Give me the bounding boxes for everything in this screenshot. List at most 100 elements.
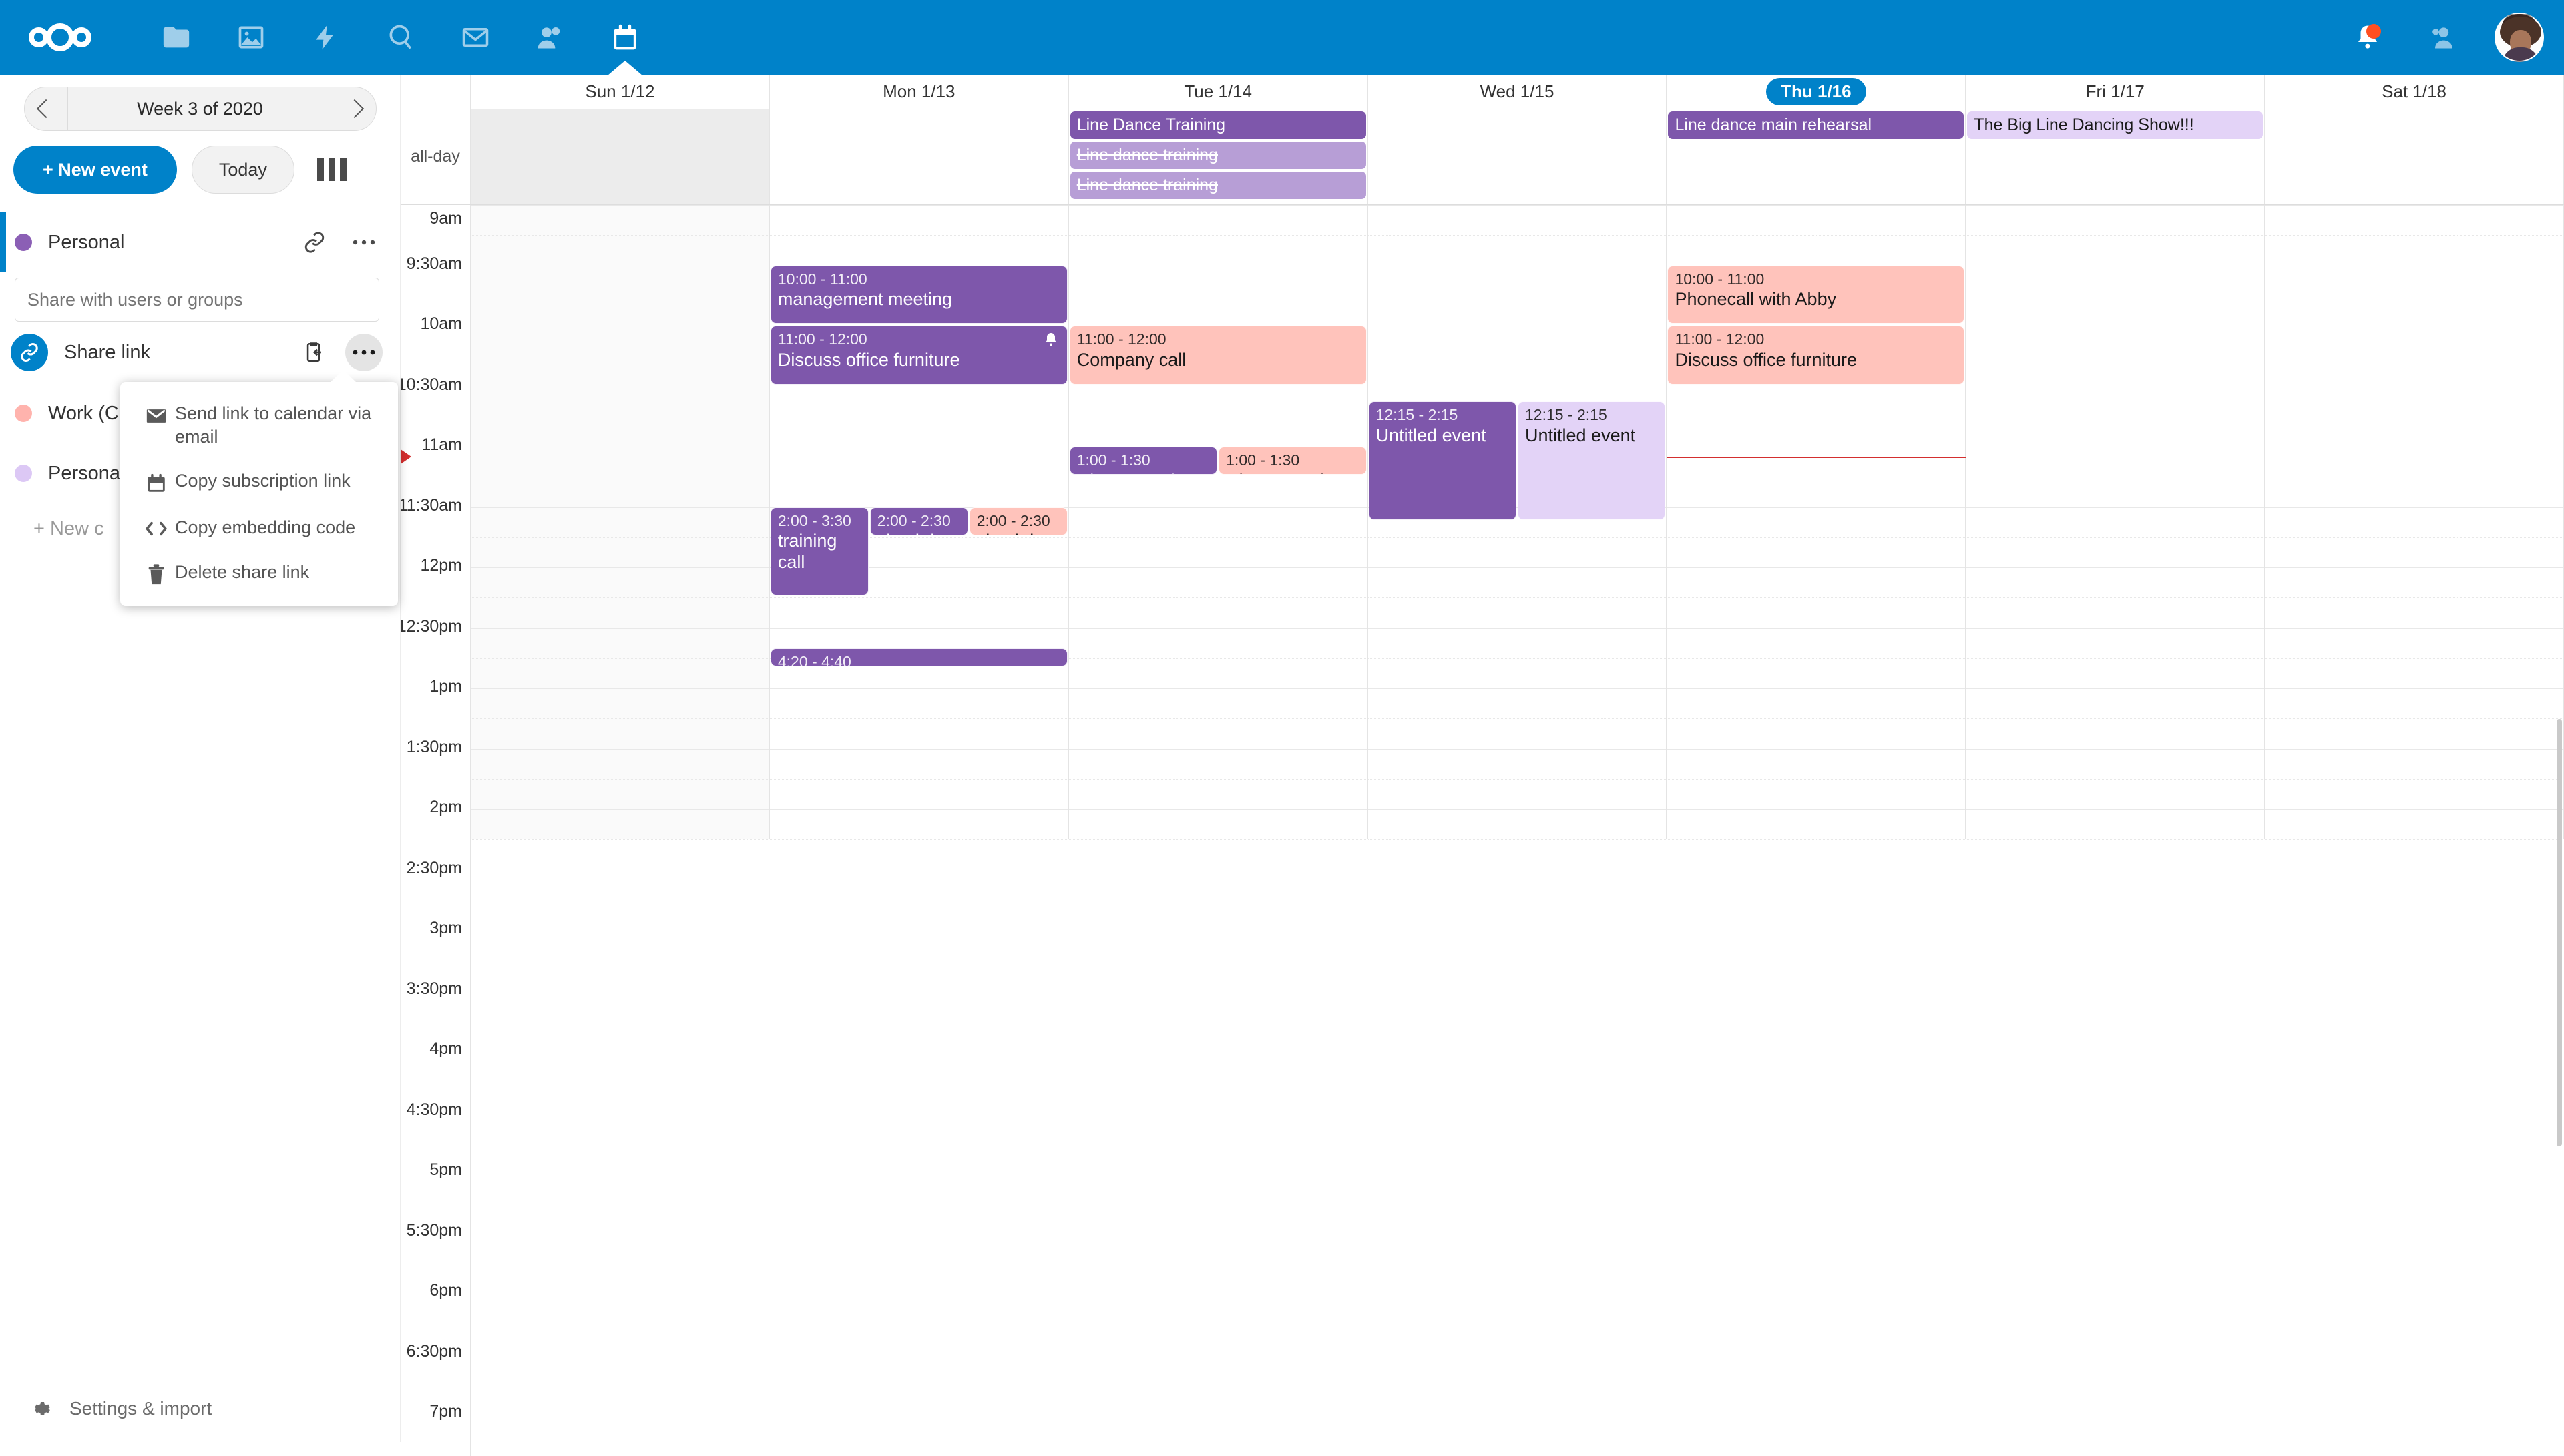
calendar-event[interactable]: 12:15 - 2:15 Untitled event	[1368, 401, 1516, 521]
time-gutter: 9am 9:30am 10am 10:30am 11am 11:30am 12pm 12:30…	[401, 205, 471, 1456]
day-header-6[interactable]: Sat 1/18	[2265, 75, 2564, 109]
menu-item-delete-share-link[interactable]: Delete share link	[120, 550, 398, 597]
current-week-label[interactable]: Week 3 of 2020	[67, 87, 333, 130]
all-day-row: all-day Line Dance Training Line dance tr…	[401, 109, 2564, 205]
all-day-cell-3[interactable]	[1368, 109, 1667, 204]
time-slot: 6pm	[401, 1281, 471, 1353]
new-event-button[interactable]: + New event	[13, 146, 177, 194]
nextcloud-logo-icon[interactable]	[25, 17, 95, 57]
grid-line	[1667, 597, 1966, 599]
today-button[interactable]: Today	[191, 146, 294, 194]
new-calendar-button[interactable]: + New c	[0, 503, 400, 554]
all-day-event[interactable]: Line dance main rehearsal	[1668, 111, 1964, 139]
day-header-1[interactable]: Mon 1/13	[770, 75, 1069, 109]
share-with-users-input[interactable]	[15, 278, 379, 322]
copy-link-icon[interactable]	[296, 334, 333, 371]
all-day-cell-4[interactable]: Line dance main rehearsal	[1667, 109, 1966, 204]
menu-item-send-link-email[interactable]: Send link to calendar via email	[120, 391, 398, 459]
week-view-icon[interactable]	[316, 158, 347, 181]
sidebar-item-personal-2[interactable]: Persona	[0, 443, 400, 503]
day-column-6[interactable]	[2265, 205, 2564, 840]
grid-line	[1367, 597, 1667, 599]
user-avatar[interactable]	[2495, 13, 2544, 62]
all-day-cell-1[interactable]	[770, 109, 1069, 204]
event-title: Company call	[1076, 349, 1187, 370]
share-link-icon[interactable]	[296, 224, 333, 261]
calendar-event[interactable]: 11:00 - 12:00 Discuss office furniture	[1667, 326, 1965, 385]
calendar-event[interactable]: 1:00 - 1:30Discuss project announcement	[1069, 447, 1218, 475]
menu-item-label: Copy subscription link	[175, 471, 351, 491]
time-label: 12pm	[416, 556, 462, 575]
contacts-menu-icon[interactable]	[2405, 0, 2480, 75]
calendar-event[interactable]: 10:00 - 11:00 management meeting	[770, 265, 1068, 324]
grid-line	[769, 205, 1068, 206]
calendar-event[interactable]: 12:15 - 2:15 Untitled event	[1518, 401, 1666, 521]
grid-line	[471, 597, 769, 599]
time-slot: 6:30pm	[401, 1341, 471, 1413]
all-day-event[interactable]: Line dance training	[1070, 172, 1366, 199]
calendar-actions-menu-button[interactable]	[345, 224, 383, 261]
menu-item-copy-embedding-code[interactable]: Copy embedding code	[120, 505, 398, 550]
all-day-cell-0[interactable]	[471, 109, 770, 204]
day-column-4[interactable]: 10:00 - 11:00 Phonecall with Abby 11:00 - …	[1667, 205, 1966, 840]
day-header-4[interactable]: Thu 1/16	[1667, 75, 1966, 109]
calendar-event[interactable]: 11:00 - 12:00 Discuss office furniture	[770, 326, 1068, 385]
photos-icon[interactable]	[214, 0, 288, 75]
grid-line	[1966, 718, 2265, 720]
time-grid-scroll-area[interactable]: 9am 9:30am 10am 10:30am 11am 11:30am 12pm 12:30…	[401, 205, 2564, 1456]
all-day-label: all-day	[401, 109, 471, 204]
all-day-cell-6[interactable]	[2265, 109, 2564, 204]
event-time: 2:00 - 2:30	[877, 511, 951, 529]
grid-line	[1367, 567, 1667, 568]
new-calendar-label: + New c	[33, 517, 104, 539]
day-column-3[interactable]: 12:15 - 2:15 Untitled event 12:15 - 2:15 Un…	[1367, 205, 1667, 840]
search-icon[interactable]	[363, 0, 438, 75]
calendar-event[interactable]: 4:20 - 4:40purchasing dept conversation	[770, 648, 1068, 666]
calendar-event[interactable]: 11:00 - 12:00 Company call	[1069, 326, 1367, 385]
grid-line	[1966, 658, 2265, 659]
contacts-icon[interactable]	[513, 0, 588, 75]
menu-item-label: Copy embedding code	[175, 517, 356, 538]
calendar-icon[interactable]	[588, 0, 662, 75]
event-title: Phonecall with Abby	[1675, 289, 1837, 310]
grid-line	[1667, 778, 1966, 780]
day-column-0[interactable]	[471, 205, 770, 840]
grid-line	[769, 628, 1068, 629]
sidebar-item-work[interactable]: Work (C	[0, 383, 400, 443]
files-icon[interactable]	[139, 0, 214, 75]
time-slot: 5:30pm	[401, 1220, 471, 1292]
time-slot: 9:30am	[401, 254, 471, 326]
sidebar-item-personal[interactable]: Personal	[0, 212, 400, 272]
day-column-1[interactable]: 10:00 - 11:00 management meeting 11:00 - 1…	[769, 205, 1069, 840]
all-day-event[interactable]: Line dance training	[1070, 142, 1366, 169]
all-day-cell-2[interactable]: Line Dance Training Line dance training Li…	[1069, 109, 1368, 204]
calendar-name: Personal	[48, 231, 125, 253]
share-link-actions-menu-button[interactable]	[345, 334, 383, 371]
settings-and-import-button[interactable]: Settings & import	[0, 1375, 401, 1442]
calendar-event[interactable]: 10:00 - 11:00 Phonecall with Abby	[1667, 265, 1965, 324]
mail-icon[interactable]	[438, 0, 513, 75]
menu-item-label: Send link to calendar via email	[175, 403, 372, 447]
previous-week-button[interactable]	[25, 87, 67, 130]
grid-line	[2265, 537, 2564, 538]
next-week-button[interactable]	[333, 87, 376, 130]
calendar-event[interactable]: 1:00 - 1:30Discuss project announcement	[1219, 447, 1367, 475]
day-header-3[interactable]: Wed 1/15	[1368, 75, 1667, 109]
all-day-cell-5[interactable]: The Big Line Dancing Show!!!	[1966, 109, 2266, 204]
all-day-event[interactable]: Line Dance Training	[1070, 111, 1366, 139]
grid-line	[1667, 507, 1966, 508]
grid-line	[769, 718, 1068, 720]
calendar-event[interactable]: 2:00 - 3:30 training call	[770, 507, 869, 596]
activity-icon[interactable]	[288, 0, 363, 75]
vertical-scrollbar[interactable]	[2557, 719, 2562, 1146]
day-header-2[interactable]: Tue 1/14	[1069, 75, 1368, 109]
notifications-bell-icon[interactable]	[2330, 0, 2405, 75]
day-header-0[interactable]: Sun 1/12	[471, 75, 770, 109]
calendar-event[interactable]: 2:00 - 2:30check-in	[869, 507, 968, 535]
menu-item-copy-subscription-link[interactable]: Copy subscription link	[120, 459, 398, 505]
calendar-event[interactable]: 2:00 - 2:30check-in	[969, 507, 1068, 535]
day-column-5[interactable]	[1966, 205, 2266, 840]
all-day-event[interactable]: The Big Line Dancing Show!!!	[1967, 111, 2264, 139]
day-header-5[interactable]: Fri 1/17	[1966, 75, 2266, 109]
